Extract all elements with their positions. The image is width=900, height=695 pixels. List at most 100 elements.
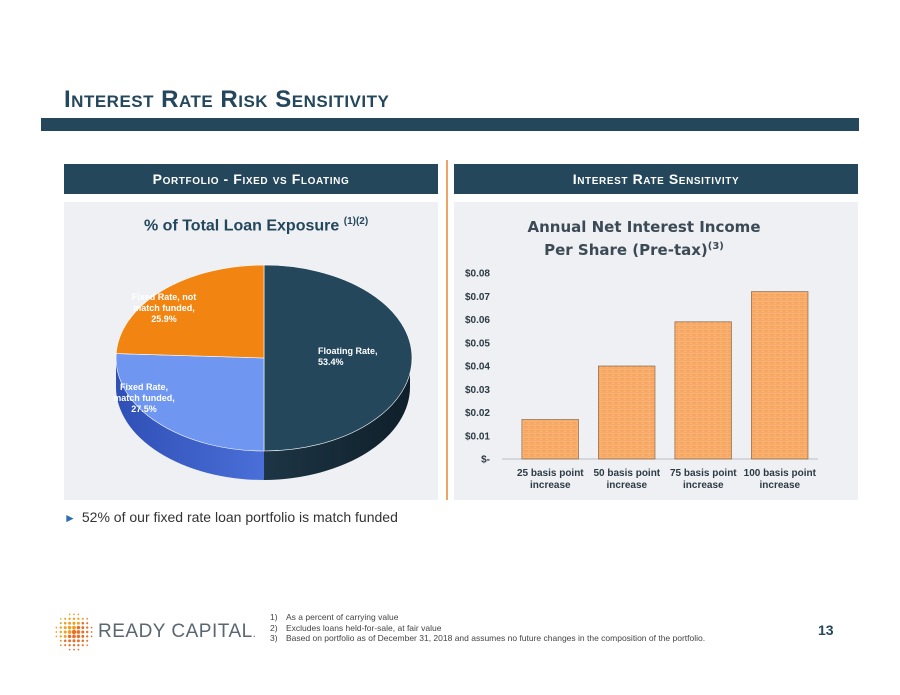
logo-dot-mark <box>81 634 85 638</box>
logo-dot-mark <box>72 617 76 621</box>
bar-chart-title-line2: Per Share (Pre-tax)(3) <box>544 241 724 259</box>
footnote-1: 1) As a percent of carrying value <box>270 612 705 623</box>
x-category-label-line: 25 basis point <box>517 468 584 479</box>
x-category-label-line: increase <box>760 480 801 491</box>
logo-dot-mark <box>68 639 72 643</box>
pie-slice-label-line: 53.4% <box>318 357 344 367</box>
pie-chart-panel: % of Total Loan Exposure (1)(2) Floating… <box>64 202 438 500</box>
logo-dot-mark <box>76 634 81 639</box>
x-category-label-line: increase <box>683 480 724 491</box>
logo-dot-mark <box>85 630 89 634</box>
pie-side-fixed-match <box>115 358 264 480</box>
logo-dot-mark <box>90 626 93 629</box>
logo-dot-mark <box>73 648 75 651</box>
logo-dot-mark <box>86 622 89 625</box>
bullet-text: 52% of our fixed rate loan portfolio is … <box>81 509 398 525</box>
logo-dot-mark <box>63 639 67 643</box>
pie-chart-title: % of Total Loan Exposure (1)(2) <box>144 216 368 235</box>
bar <box>521 419 579 460</box>
logo-dot-mark <box>72 621 76 625</box>
logo-dot-mark <box>81 621 85 625</box>
logo-dot-mark <box>76 639 80 643</box>
logo-dot-mark <box>81 630 85 634</box>
footnote-text: Based on portfolio as of December 31, 20… <box>286 633 706 643</box>
x-category-label-line: 75 basis point <box>670 468 737 479</box>
pie-slice-label-line: match funded, <box>133 303 195 313</box>
x-category-label: 25 basis point increase <box>517 468 584 491</box>
pie-chart-title-sup: (1)(2) <box>343 216 369 227</box>
logo-dot-mark <box>64 644 67 647</box>
logo-dot-mark <box>63 634 67 638</box>
logo-dot-mark <box>59 626 62 629</box>
logo-dot-mark <box>76 625 81 630</box>
pie-slice-label-line: 25.9% <box>151 314 177 324</box>
logo-dot-mark <box>73 613 75 616</box>
logo-dot-mark <box>63 630 67 634</box>
logo-dot-mark <box>67 625 72 630</box>
y-tick-label: $0.02 <box>465 408 490 419</box>
x-category-label: 50 basis point increase <box>593 468 660 491</box>
pie-slice-label-line: Fixed Rate, not <box>132 292 197 302</box>
bar-chart: Annual Net Interest Income Per Share (Pr… <box>465 218 818 491</box>
logo-dot: . <box>252 628 257 640</box>
logo-wordmark: READY CAPITAL <box>98 621 253 642</box>
pie-slice-label: Fixed Rate, match funded, 27.5% <box>113 382 175 414</box>
footnote-number: 1) <box>270 612 278 622</box>
logo-dot-mark <box>55 631 58 633</box>
bullet-arrow-icon: ► <box>64 511 76 525</box>
footnotes: 1) As a percent of carrying value 2) Exclu… <box>270 612 705 644</box>
footnote-2: 2) Excludes loans held-for-sale, at fair … <box>270 623 705 634</box>
pie-slice-label: Fixed Rate, not match funded, 25.9% <box>132 292 197 324</box>
logo-dot-mark <box>86 639 89 642</box>
logo-dot-mark <box>59 622 62 625</box>
logo-dot-mark <box>68 644 71 647</box>
logo-dot-mark <box>86 617 89 620</box>
bar <box>751 291 809 460</box>
logo-dot-mark <box>81 626 85 630</box>
pie-side-floating <box>264 358 411 480</box>
logo-dot-mark <box>81 644 84 647</box>
pie-slice-label-line: Floating Rate, <box>318 346 378 356</box>
logo-dot-mark <box>68 613 71 616</box>
y-tick-label: $0.03 <box>465 385 490 396</box>
logo-dot-mark <box>59 644 62 647</box>
title-rule <box>41 118 859 131</box>
logo-dot-mark <box>67 634 72 639</box>
bar-chart-title-sup: (3) <box>708 241 724 252</box>
x-category-label-line: increase <box>530 480 571 491</box>
pie-slice <box>115 264 265 359</box>
footnote-3: 3) Based on portfolio as of December 31, … <box>270 633 705 644</box>
pie-slice-label: Floating Rate, 53.4% <box>318 346 378 367</box>
logo-dot-mark <box>59 630 63 634</box>
footnote-number: 2) <box>270 622 278 633</box>
bar <box>674 321 732 460</box>
logo-dot-mark <box>71 629 77 635</box>
logo-dot-mark <box>64 617 67 620</box>
y-tick-label: $0.05 <box>465 338 490 349</box>
logo-dot-mark <box>77 644 80 647</box>
x-category-label-line: 50 basis point <box>593 468 660 479</box>
portfolio-header: Portfolio - Fixed vs Floating <box>64 164 438 194</box>
pie-slice <box>115 353 265 452</box>
logo-dot-mark <box>76 621 80 625</box>
match-funded-bullet: ► 52% of our fixed rate loan portfolio is… <box>64 509 398 525</box>
pie-slice-label-line: 27.5% <box>131 404 157 414</box>
x-category-label: 75 basis point increase <box>670 468 737 491</box>
logo-dot-mark <box>59 639 62 642</box>
logo-dot-mark <box>77 613 80 616</box>
logo-dot-mark <box>76 630 81 634</box>
logo-dot-mark <box>90 635 93 638</box>
logo-dot-mark <box>63 621 67 625</box>
logo-dot-mark <box>77 648 80 651</box>
y-tick-label: $0.08 <box>465 269 490 280</box>
logo-dot-mark <box>55 635 58 638</box>
logo-text: READY CAPITAL. <box>98 621 256 643</box>
logo-dot-mark <box>72 634 76 639</box>
logo-mark-icon <box>55 613 93 651</box>
x-category-label: 100 basis point increase <box>744 468 817 491</box>
ready-capital-logo: READY CAPITAL. <box>52 610 256 654</box>
bar-chart-panel: Annual Net Interest Income Per Share (Pr… <box>454 202 858 500</box>
logo-dot-mark <box>68 617 71 620</box>
y-tick-label: $0.07 <box>465 292 490 303</box>
bar-chart-title-line1: Annual Net Interest Income <box>527 218 760 236</box>
